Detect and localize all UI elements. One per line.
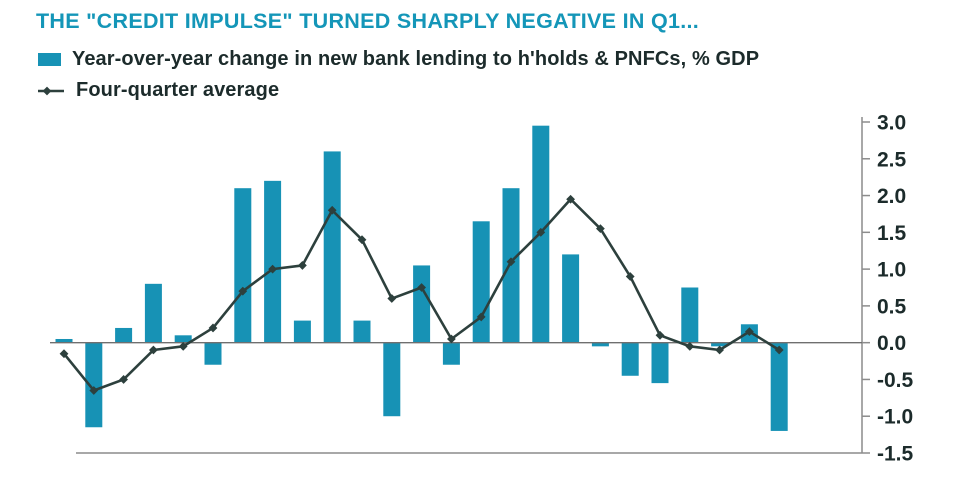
line-marker (625, 272, 635, 281)
y-axis-tick-label: -1.5 (877, 443, 914, 466)
y-axis-tick-label: 1.5 (877, 222, 907, 245)
line-marker (208, 323, 218, 333)
bar (353, 320, 371, 343)
bar (711, 342, 729, 347)
bar (413, 265, 431, 343)
line-marker (715, 345, 724, 355)
chart-title: THE "CREDIT IMPULSE" TURNED SHARPLY NEGA… (36, 9, 700, 33)
bar (562, 254, 580, 343)
line-marker (774, 345, 784, 355)
line-marker (357, 235, 367, 245)
bar (293, 320, 311, 343)
line-marker (447, 334, 456, 344)
bar (591, 342, 609, 347)
legend-item-bars: Year-over-year change in new bank lendin… (38, 44, 960, 75)
line-marker (685, 341, 695, 351)
line-marker (238, 286, 248, 296)
y-axis-tick-label: 2.5 (877, 148, 907, 171)
y-axis-tick-label: 0.0 (877, 332, 906, 355)
bar (651, 342, 669, 384)
line-series-swatch-icon (38, 86, 64, 95)
y-axis-tick-label: 3.0 (877, 112, 906, 135)
bar (442, 342, 460, 365)
line-marker (417, 283, 426, 292)
legend: Year-over-year change in new bank lendin… (38, 44, 960, 106)
y-axis-tick-label: 0.5 (877, 295, 907, 318)
line-marker (119, 375, 128, 384)
bar (115, 327, 133, 343)
line-marker (89, 386, 99, 395)
legend-item-line: Four-quarter average (38, 75, 960, 106)
line-marker (596, 224, 605, 234)
bar-series-swatch-icon (38, 53, 61, 66)
bar (770, 342, 788, 431)
line-marker (268, 264, 277, 274)
bar (174, 335, 192, 343)
line-marker (566, 194, 575, 204)
credit-impulse-chart: 3.0 2.5 2.0 1.5 1.0 0.5 0.0 -0.5 -1.0 -1.5 (50, 112, 914, 466)
y-axis-tick-label: 2.0 (877, 185, 906, 208)
line-marker (387, 294, 397, 303)
line-marker (536, 227, 546, 237)
line-marker (59, 349, 69, 359)
bar (264, 180, 282, 343)
line-marker (745, 327, 754, 337)
line-marker (655, 330, 665, 340)
bar (472, 221, 490, 343)
bar (621, 342, 639, 376)
bar (55, 338, 73, 343)
y-axis-tick-label: -0.5 (877, 369, 914, 392)
bar (383, 342, 401, 417)
legend-label-line: Four-quarter average (76, 79, 280, 101)
bar (234, 188, 252, 343)
line-marker (298, 261, 307, 270)
y-axis-tick-label: -1.0 (877, 406, 913, 429)
bar (204, 342, 222, 365)
chart-page: THE "CREDIT IMPULSE" TURNED SHARPLY NEGA… (0, 9, 960, 489)
y-axis-tick-label: 1.0 (877, 259, 906, 282)
bar (681, 287, 699, 343)
line-marker (149, 345, 158, 355)
bar (85, 342, 103, 428)
legend-label-bars: Year-over-year change in new bank lendin… (72, 48, 760, 70)
bar (144, 283, 162, 343)
line-marker (178, 341, 188, 351)
line-marker (476, 312, 486, 322)
line-marker (327, 205, 337, 215)
bar (323, 151, 341, 343)
